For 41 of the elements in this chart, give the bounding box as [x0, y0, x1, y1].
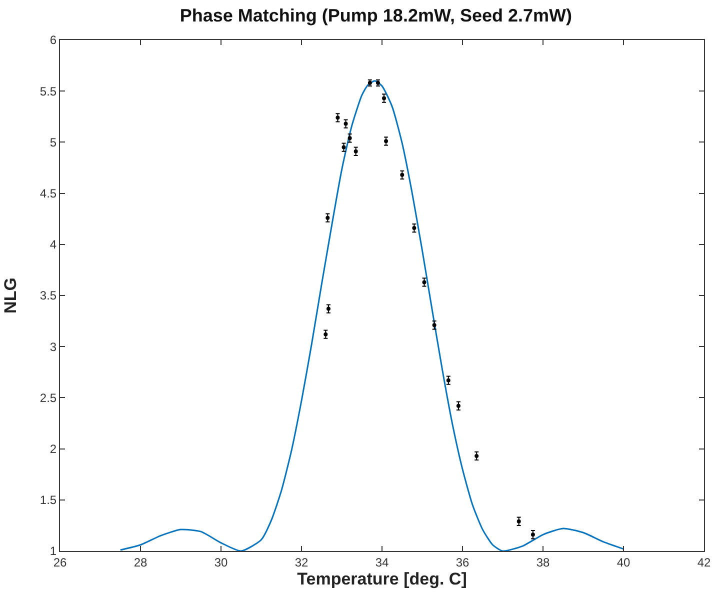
- point: [400, 172, 404, 177]
- y-tick-label: 2.5: [40, 390, 57, 405]
- y-tick-label: 4: [50, 238, 57, 252]
- line-series: [120, 79, 624, 551]
- point: [422, 280, 426, 284]
- point: [336, 116, 340, 120]
- point: [432, 323, 436, 328]
- point: [324, 332, 328, 336]
- x-tick-label: 38: [536, 555, 550, 570]
- point: [384, 139, 388, 144]
- point: [326, 216, 330, 220]
- y-tick-label: 5.5: [40, 84, 57, 98]
- y-tick-label: 4.5: [40, 186, 57, 200]
- x-tick-label: 30: [214, 555, 228, 570]
- x-tick-label: 40: [616, 555, 630, 570]
- point: [516, 519, 521, 524]
- y-axis-title: NLG: [1, 278, 20, 314]
- x-tick-label: 36: [456, 555, 470, 570]
- x-axis-title: Temperature [deg. C]: [297, 569, 467, 588]
- point: [354, 149, 358, 154]
- y-tick-label: 3.5: [40, 288, 57, 303]
- point: [348, 136, 352, 140]
- point: [326, 306, 330, 311]
- y-tick-label: 6: [50, 33, 57, 48]
- point: [344, 122, 348, 126]
- point: [474, 454, 479, 458]
- x-tick-label: 42: [697, 555, 711, 570]
- chart-title: Phase Matching (Pump 18.2mW, Seed 2.7mW): [180, 6, 572, 26]
- y-tick-label: 1.5: [40, 493, 57, 508]
- point: [446, 378, 450, 382]
- y-tick-label: 5: [50, 135, 57, 150]
- x-tick-label: 32: [294, 555, 308, 570]
- x-tick-label: 34: [375, 555, 389, 570]
- y-tick-label: 2: [50, 442, 57, 456]
- x-tick-label: 28: [134, 555, 148, 570]
- point: [456, 404, 460, 408]
- point: [382, 96, 386, 100]
- point: [530, 532, 535, 537]
- point: [342, 145, 346, 150]
- point: [412, 226, 416, 230]
- y-tick-label: 3: [50, 340, 57, 354]
